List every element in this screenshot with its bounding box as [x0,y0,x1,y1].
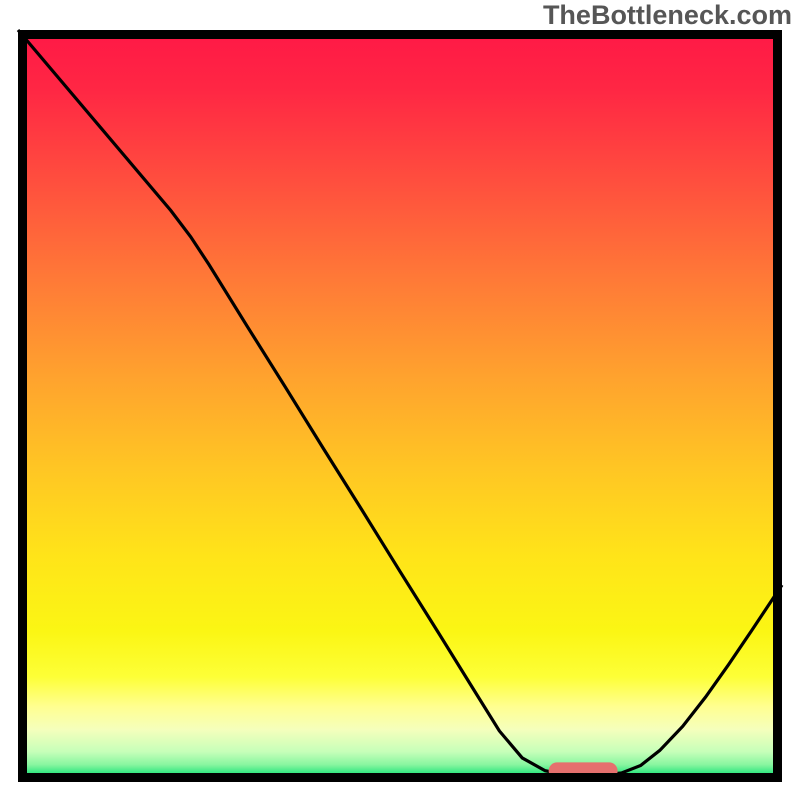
plot-area [18,30,782,782]
curve-path [18,30,782,775]
chart-frame: TheBottleneck.com [0,0,800,800]
curve-svg [18,30,782,782]
optimal-marker [549,762,618,779]
watermark-text: TheBottleneck.com [543,0,792,31]
